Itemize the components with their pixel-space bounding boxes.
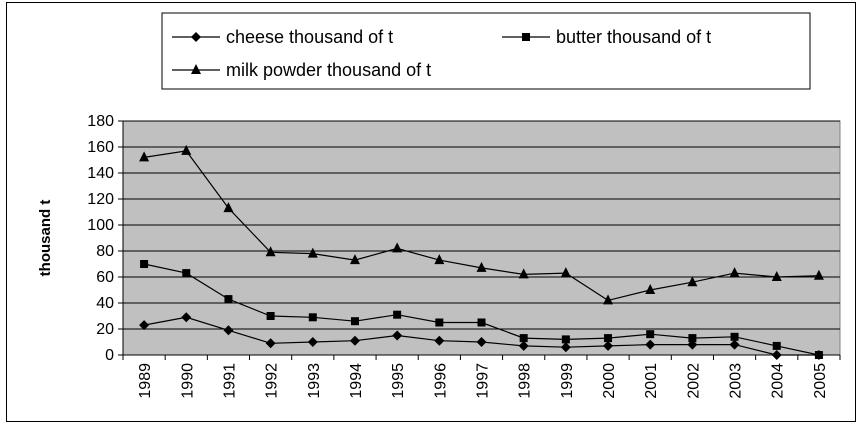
data-point-diamond	[139, 320, 150, 331]
data-point-diamond	[476, 337, 487, 347]
data-point-triangle	[476, 261, 487, 272]
x-tick-label: 1999	[559, 363, 576, 399]
data-point-square	[182, 269, 191, 278]
y-axis-title: thousand t	[37, 200, 54, 277]
data-point-triangle	[645, 284, 656, 294]
data-point-triangle	[729, 267, 740, 278]
legend-label: butter thousand of t	[556, 27, 711, 47]
data-point-triangle	[518, 268, 529, 279]
y-tick-label: 40	[96, 295, 114, 312]
legend-item-1: butter thousand of t	[502, 27, 711, 47]
x-tick-label: 1997	[475, 363, 492, 399]
data-point-square	[730, 332, 739, 341]
data-point-diamond	[181, 312, 192, 323]
data-point-diamond	[349, 335, 360, 346]
data-point-triangle	[223, 202, 234, 213]
data-point-diamond	[223, 325, 234, 336]
x-tick-label: 1995	[390, 363, 407, 399]
data-point-square	[224, 295, 233, 304]
axes	[122, 121, 840, 356]
y-tick-label: 100	[87, 217, 114, 234]
data-point-diamond	[307, 337, 318, 347]
x-tick-label: 2004	[770, 363, 787, 399]
data-point-diamond	[729, 339, 740, 350]
data-point-diamond	[603, 340, 614, 351]
data-point-square	[772, 341, 781, 350]
data-point-diamond	[434, 335, 445, 346]
x-tick-label: 1989	[137, 363, 154, 399]
data-point-square	[688, 334, 697, 343]
data-point-square	[477, 318, 486, 327]
data-point-diamond	[560, 342, 571, 353]
x-axis-ticks: 1989 1990 1991 1992 1993 1994 1995 1996 1997 1998…	[122, 355, 841, 399]
x-tick-label: 1993	[306, 363, 323, 399]
y-tick-label: 120	[87, 191, 114, 208]
y-tick-label: 180	[87, 113, 114, 130]
data-point-triangle	[771, 271, 782, 281]
data-point-square	[604, 334, 613, 343]
x-tick-label: 2002	[685, 363, 702, 399]
data-point-square	[140, 260, 149, 268]
data-point-triangle	[265, 246, 276, 257]
data-point-square	[266, 312, 275, 320]
data-point-diamond	[645, 339, 656, 350]
data-point-diamond	[392, 330, 403, 341]
legend-item-2: milk powder thousand of t	[172, 60, 431, 80]
data-point-square	[646, 330, 655, 339]
x-tick-label: 2000	[601, 363, 618, 399]
legend-box	[161, 12, 811, 90]
plot-area	[122, 120, 841, 356]
y-axis-ticks: 0 20 40 60 80 100 120 140 160 180	[87, 113, 123, 364]
data-point-diamond	[518, 340, 529, 351]
data-point-square	[393, 310, 402, 319]
legend-item-0: cheese thousand of t	[172, 27, 393, 47]
y-tick-label: 20	[96, 321, 114, 338]
x-tick-label: 1991	[221, 363, 238, 399]
x-tick-label: 2003	[728, 363, 745, 399]
series-1	[140, 260, 823, 359]
legend-label: cheese thousand of t	[226, 27, 393, 47]
series-2	[139, 144, 824, 305]
series-group	[139, 144, 824, 360]
y-tick-label: 60	[96, 269, 114, 286]
x-tick-label: 1994	[348, 363, 365, 399]
data-point-triangle	[560, 267, 571, 278]
data-point-triangle	[139, 151, 150, 162]
data-point-square	[814, 351, 823, 359]
legend-label: milk powder thousand of t	[226, 60, 431, 80]
data-point-triangle	[392, 242, 403, 253]
data-point-triangle	[307, 247, 318, 258]
y-tick-label: 160	[87, 139, 114, 156]
data-point-diamond	[265, 338, 276, 349]
x-tick-label: 1990	[179, 363, 196, 399]
data-point-triangle	[349, 254, 360, 265]
x-tick-label: 1996	[432, 363, 449, 399]
data-point-square	[561, 335, 570, 344]
y-tick-label: 0	[105, 347, 114, 364]
data-point-triangle	[181, 144, 192, 155]
x-tick-label: 2005	[812, 363, 829, 399]
data-point-diamond	[771, 350, 782, 360]
data-point-triangle	[434, 254, 445, 265]
legend: cheese thousand of t butter thousand of t…	[161, 12, 811, 90]
data-point-square	[350, 317, 359, 326]
gridlines	[123, 120, 840, 356]
data-point-triangle	[687, 276, 698, 287]
data-point-triangle	[603, 294, 614, 305]
y-tick-label: 140	[87, 165, 114, 182]
data-point-square	[308, 313, 317, 322]
y-tick-label: 80	[96, 243, 114, 260]
data-point-square	[519, 334, 528, 343]
x-tick-label: 1992	[264, 363, 281, 399]
data-point-triangle	[813, 269, 824, 280]
x-tick-label: 1998	[517, 363, 534, 399]
x-tick-label: 2001	[643, 363, 660, 399]
data-point-square	[435, 318, 444, 327]
